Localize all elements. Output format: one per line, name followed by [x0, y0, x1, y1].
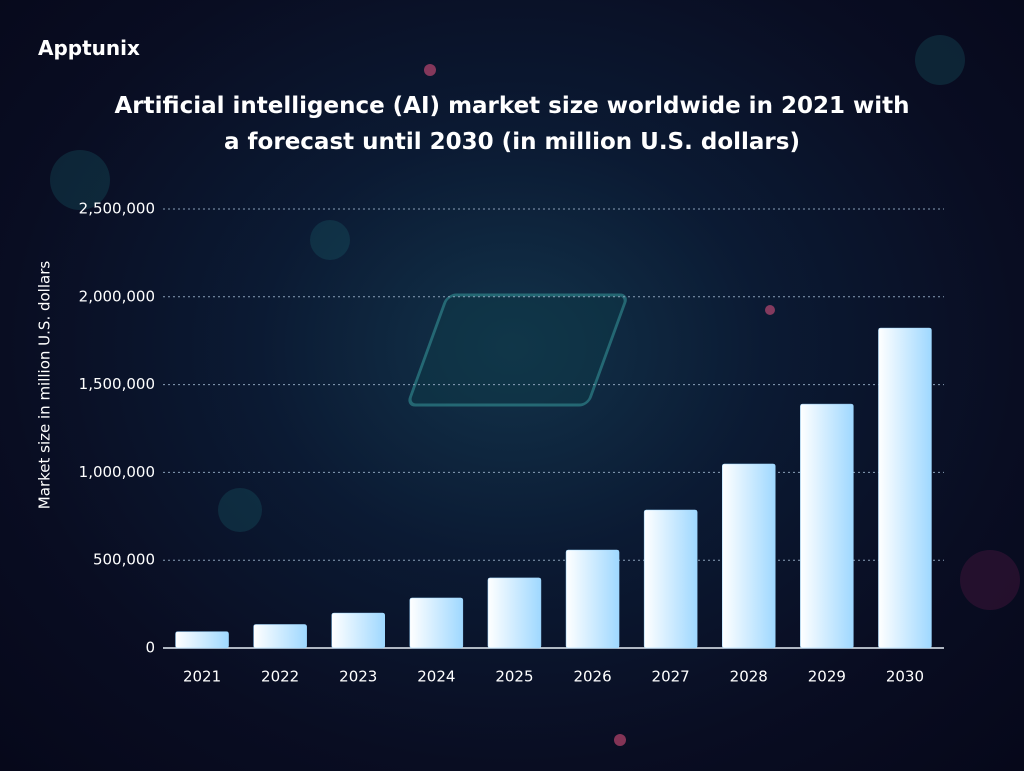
bar — [643, 509, 698, 649]
x-tick-label: 2030 — [886, 668, 924, 686]
background-decor — [50, 35, 1020, 746]
bar — [565, 549, 620, 649]
x-tick-label: 2023 — [339, 668, 377, 686]
bar — [253, 624, 307, 649]
x-tick-label: 2029 — [808, 668, 846, 686]
bar — [409, 597, 464, 649]
y-axis-label: Market size in million U.S. dollars — [36, 261, 54, 510]
bar — [800, 403, 854, 649]
x-tick-label: 2022 — [261, 668, 299, 686]
bar — [487, 577, 542, 649]
y-tick-label: 500,000 — [93, 551, 155, 569]
x-tick-label: 2021 — [183, 668, 221, 686]
brand-logo: Apptunix — [38, 36, 140, 60]
x-tick-label: 2025 — [495, 668, 533, 686]
bar — [878, 327, 932, 649]
x-tick-label: 2026 — [573, 668, 611, 686]
chart-title: Artificial intelligence (AI) market size… — [114, 93, 910, 155]
bar — [722, 463, 776, 649]
y-tick-label: 1,000,000 — [79, 463, 155, 481]
x-tick-label: 2028 — [730, 668, 768, 686]
y-tick-label: 2,500,000 — [79, 200, 155, 218]
y-tick-label: 2,000,000 — [79, 287, 155, 305]
x-tick-label: 2024 — [417, 668, 455, 686]
x-tick-label: 2027 — [652, 668, 690, 686]
bar — [175, 631, 229, 649]
bar — [331, 612, 385, 649]
y-tick-label: 1,500,000 — [79, 375, 155, 393]
y-tick-label: 0 — [145, 639, 155, 657]
